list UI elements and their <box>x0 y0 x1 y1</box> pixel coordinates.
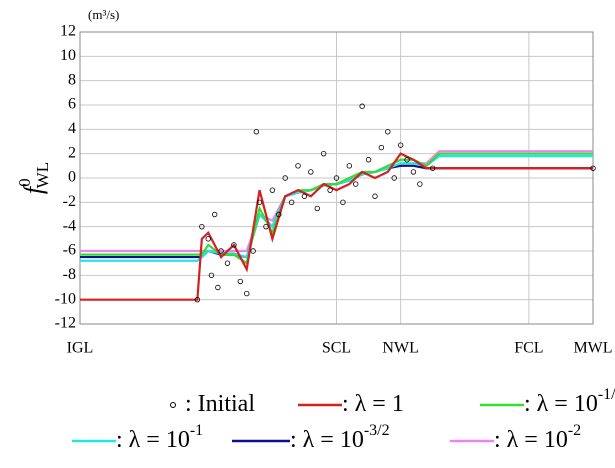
legend-marker <box>170 402 176 408</box>
legend-name: : λ = 1 <box>342 391 404 417</box>
legend-label: : λ = 10-2 <box>494 422 581 453</box>
data-point <box>256 199 263 206</box>
data-point <box>429 165 436 171</box>
data-point <box>295 163 301 169</box>
legend-exponent: -2 <box>568 422 581 439</box>
y-tick-label: 10 <box>60 47 76 64</box>
y-tick-label: -12 <box>55 315 76 332</box>
y-unit: (m³/s) <box>88 7 119 22</box>
x-tick-label: FCL <box>514 340 543 357</box>
y-tick-label: -10 <box>55 290 76 307</box>
y-tick-label: 2 <box>68 144 76 161</box>
legend-exponent: -1 <box>190 422 203 439</box>
x-tick-label: SCL <box>322 340 351 357</box>
data-point <box>417 181 423 187</box>
data-point <box>263 223 269 230</box>
data-point <box>359 103 365 109</box>
data-point <box>308 169 314 175</box>
y-label-base: f <box>19 183 48 194</box>
legend-exponent: -1/2 <box>598 386 615 403</box>
data-point <box>269 187 276 193</box>
data-point <box>397 142 404 148</box>
data-point <box>590 165 596 171</box>
data-point <box>237 278 244 285</box>
legend-name: : λ = 10 <box>116 427 190 453</box>
legend-name: : Initial <box>185 391 255 417</box>
data-point <box>208 272 215 279</box>
data-point <box>327 187 333 193</box>
y-tick-label: 6 <box>68 96 76 113</box>
data-point <box>385 129 391 135</box>
data-point <box>215 284 221 291</box>
y-axis-label: f0WL <box>15 162 52 194</box>
data-point <box>194 296 201 303</box>
data-point <box>199 223 205 230</box>
data-point <box>346 163 353 169</box>
legend-name: : λ = 10 <box>524 391 598 417</box>
y-tick-label: -6 <box>63 242 76 259</box>
data-point <box>244 290 250 297</box>
y-tick-label: 4 <box>68 120 76 137</box>
y-label-sup: 0 <box>15 178 34 187</box>
data-point <box>276 211 282 218</box>
y-tick-label: 8 <box>68 71 76 88</box>
data-point <box>378 144 385 151</box>
y-tick-label: 0 <box>68 169 76 186</box>
legend-label: : λ = 10-1/2 <box>524 386 615 417</box>
legend-exponent: -3/2 <box>364 422 390 439</box>
x-tick-label: NWL <box>382 340 418 357</box>
data-point <box>314 205 320 212</box>
data-point <box>224 260 231 266</box>
data-point <box>288 199 295 206</box>
data-point <box>253 129 260 135</box>
data-point <box>205 236 211 242</box>
data-point <box>333 175 340 181</box>
y-label-sub: WL <box>33 162 52 188</box>
data-point <box>391 175 397 181</box>
y-tick-label: 12 <box>60 23 76 40</box>
data-point <box>218 248 224 254</box>
legend-label: : Initial <box>185 391 255 417</box>
x-tick-label: IGL <box>67 340 94 357</box>
legend-label: : λ = 10-1 <box>116 422 203 453</box>
data-point <box>410 169 417 175</box>
y-tick-label: -2 <box>63 193 76 210</box>
data-point <box>404 157 410 163</box>
y-tick-label: -8 <box>63 266 76 283</box>
y-tick-label: -4 <box>63 217 76 234</box>
x-tick-label: MWL <box>573 340 612 357</box>
data-point <box>372 193 378 199</box>
plot-frame <box>79 31 594 325</box>
legend-label: : λ = 10-3/2 <box>290 422 390 453</box>
series-line <box>80 152 593 301</box>
data-point <box>282 175 288 181</box>
data-point <box>353 181 359 187</box>
data-point <box>301 193 308 199</box>
data-point <box>231 242 237 248</box>
data-point <box>211 211 218 218</box>
legend-name: : λ = 10 <box>494 427 568 453</box>
legend-name: : λ = 10 <box>290 427 364 453</box>
data-point <box>365 157 372 163</box>
legend-label: : λ = 1 <box>342 391 404 417</box>
data-point <box>340 199 346 206</box>
data-point <box>250 248 256 254</box>
data-point <box>320 150 327 157</box>
